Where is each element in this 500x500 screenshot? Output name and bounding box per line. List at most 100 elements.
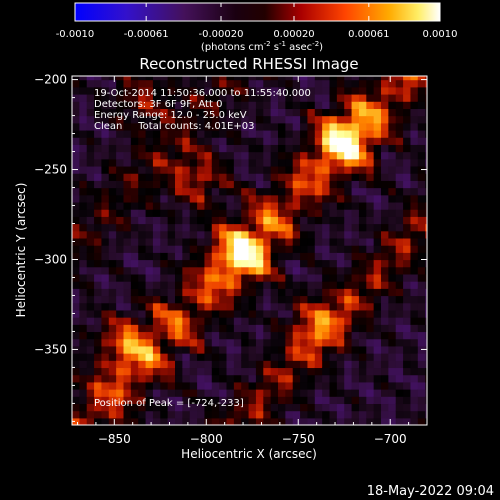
heatmap-cell [351,187,360,196]
heatmap-cell [388,187,397,196]
heatmap-cell [138,122,147,131]
heatmap-cell [285,396,294,405]
heatmap-cell [138,252,147,261]
heatmap-cell [94,360,103,369]
heatmap-cell [373,360,382,369]
heatmap-cell [152,108,161,117]
heatmap-cell [182,259,191,268]
heatmap-cell [395,230,404,239]
heatmap-cell [145,86,154,95]
heatmap-cell [300,122,309,131]
heatmap-cell [94,245,103,253]
heatmap-cell [241,273,250,282]
heatmap-cell [211,165,220,174]
heatmap-cell [388,79,397,88]
heatmap-cell [233,151,242,160]
heatmap-cell [322,259,331,268]
heatmap-cell [167,165,176,174]
heatmap-cell [278,122,286,131]
heatmap-cell [130,381,139,390]
heatmap-cell [300,129,309,138]
heatmap-cell [211,187,220,196]
heatmap-cell [167,93,176,102]
heatmap-cell [79,165,88,174]
heatmap-cell [278,101,286,109]
heatmap-cell [285,209,294,217]
heatmap-cell [94,259,103,268]
heatmap-cell [123,331,132,340]
heatmap-cell [307,173,316,181]
heatmap-cell [322,345,331,354]
heatmap-cell [241,108,250,117]
heatmap-cell [241,317,250,325]
heatmap-cell [211,137,220,145]
heatmap-cell [278,417,286,425]
heatmap-cell [366,187,375,196]
heatmap-cell [167,281,176,289]
heatmap-cell [72,237,80,246]
heatmap-cell [182,396,191,405]
heatmap-cell [130,101,139,109]
heatmap-cell [263,317,272,325]
heatmap-cell [425,76,427,81]
heatmap-cell [395,144,404,153]
heatmap-cell [211,353,220,361]
heatmap-cell [189,252,198,261]
heatmap-cell [381,389,389,397]
heatmap-cell [72,129,80,138]
heatmap-cell [189,331,198,340]
heatmap-cell [226,331,235,340]
heatmap-cell [395,374,404,383]
heatmap-cell [86,237,95,246]
heatmap-cell [108,396,117,405]
heatmap-cell [101,381,110,390]
heatmap-cell [241,259,250,268]
heatmap-cell [167,259,176,268]
heatmap-cell [417,417,426,425]
heatmap-cell [270,194,279,203]
heatmap-cell [300,410,309,419]
heatmap-cell [101,194,110,203]
heatmap-cell [219,173,228,181]
heatmap-cell [101,209,110,217]
heatmap-cell [160,237,169,246]
heatmap-cell [211,79,220,88]
heatmap-cell [175,180,183,189]
heatmap-cell [175,165,183,174]
colorbar-tick-label: -0.00020 [199,29,244,40]
heatmap-cell [278,245,286,253]
heatmap-cell [410,302,419,311]
heatmap-cell [388,317,397,325]
heatmap-cell [226,245,235,253]
heatmap-cell [270,252,279,261]
heatmap-cell [145,201,154,210]
heatmap-cell [307,374,316,383]
heatmap-cell [152,230,161,239]
heatmap-cell [307,266,316,275]
heatmap-cell [219,389,228,397]
heatmap-cell [403,259,412,268]
heatmap-cell [123,223,132,232]
heatmap-cell [358,281,367,289]
heatmap-cell [145,338,154,347]
heatmap-cell [395,180,404,189]
heatmap-cell [329,295,338,304]
heatmap-cell [255,295,264,304]
heatmap-cell [138,410,147,419]
heatmap-cell [314,353,323,361]
heatmap-cell [278,180,286,189]
heatmap-cell [358,76,367,81]
heatmap-cell [322,273,331,282]
heatmap-cell [307,367,316,376]
heatmap-cell [292,79,301,88]
heatmap-cell [241,101,250,109]
heatmap-cell [285,180,294,189]
heatmap-cell [197,338,206,347]
heatmap-cell [79,396,88,405]
heatmap-cell [189,417,198,425]
heatmap-cell [138,79,147,88]
heatmap-cell [263,216,272,225]
heatmap-cell [138,331,147,340]
heatmap-cell [255,324,264,333]
heatmap-cell [351,86,360,95]
